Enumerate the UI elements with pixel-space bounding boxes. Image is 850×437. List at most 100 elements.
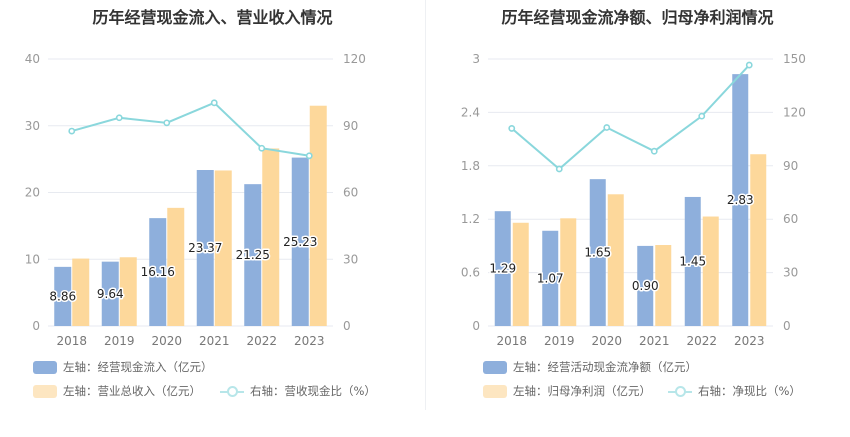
left-axis-tick-label: 1.2 [461,212,480,226]
data-label: 1.07 [537,271,564,285]
legend-label: 右轴：净现比（%） [698,384,801,398]
legend-line-swatch [668,385,692,398]
right-axis-tick-label: 120 [343,52,366,66]
bar-primary [101,261,119,326]
bar-primary [149,218,167,326]
right-axis-tick-label: 90 [783,159,798,173]
data-label: 0.90 [632,279,659,293]
legend-label: 左轴：营业总收入（亿元） [63,384,201,398]
x-axis-tick-label: 2023 [294,334,325,348]
chart-title: 历年经营现金流净额、归母净利润情况 [501,8,774,27]
legend-item-secondary[interactable]: 左轴：归母净利润（亿元） [483,383,651,399]
ratio-point [555,165,563,173]
legend-item-primary[interactable]: 左轴：经营活动现金流净额（亿元） [483,359,697,375]
ratio-point [698,112,706,120]
left-axis-tick-label: 0 [472,319,480,333]
bar-secondary [72,258,90,326]
left-axis-tick-label: 1.8 [461,159,480,173]
ratio-point [305,152,313,160]
bar-primary [732,74,749,326]
right-axis-tick-label: 0 [783,319,791,333]
ratio-point [163,119,171,127]
bar-secondary [262,148,280,326]
data-label: 25.23 [283,235,317,249]
legend-item-primary[interactable]: 左轴：经营现金流入（亿元） [33,359,213,375]
chart-title: 历年经营现金流入、营业收入情况 [92,8,333,27]
bar-primary [684,196,701,326]
left-axis-tick-label: 10 [25,252,40,266]
ratio-line [511,64,750,171]
right-axis-tick-label: 30 [343,252,358,266]
right-axis-tick-label: 150 [783,52,806,66]
bar-secondary [512,222,529,326]
bar-secondary [607,194,624,326]
bar-secondary [655,245,672,326]
x-axis-tick-label: 2022 [246,334,277,348]
x-axis-tick-label: 2018 [56,334,87,348]
data-label: 2.83 [727,193,754,207]
chart-panel-cash-inflow: 历年经营现金流入、营业收入情况 0 10 20 30 40 0 30 60 90 120 2018 2… [25,8,376,399]
left-axis-tick-label: 2.4 [461,105,480,119]
ratio-line [71,101,310,157]
x-axis-tick-label: 2021 [199,334,230,348]
bar-secondary [119,257,137,326]
left-axis-tick-label: 3 [472,52,480,66]
bar-primary [54,266,72,326]
ratio-point [210,99,218,107]
legend-swatch [483,384,507,398]
bar-primary [637,245,654,326]
legend-item-secondary[interactable]: 左轴：营业总收入（亿元） [33,383,201,399]
data-label: 1.29 [489,262,516,276]
legend-swatch [33,360,57,374]
data-label: 16.16 [141,265,175,279]
bar-primary [196,170,214,326]
legend-swatch [33,384,57,398]
x-axis-tick-label: 2022 [686,334,717,348]
ratio-point [115,114,123,122]
left-axis-tick-label: 40 [25,52,40,66]
left-axis-tick-label: 20 [25,186,40,200]
chart-panel-net-cash: 历年经营现金流净额、归母净利润情况 0 0.6 1.2 1.8 2.4 3 0 30 60 90 1… [425,0,850,437]
ratio-point [258,144,266,152]
panel-divider [425,0,426,410]
x-axis-tick-label: 2023 [734,334,765,348]
legend-swatch [483,360,507,374]
data-label: 9.64 [97,287,124,301]
right-axis-tick-label: 120 [783,105,806,119]
legend-label: 左轴：经营现金流入（亿元） [63,360,213,374]
right-axis-tick-label: 30 [783,266,798,280]
data-label: 23.37 [188,241,222,255]
x-axis-tick-label: 2020 [591,334,622,348]
x-axis-tick-label: 2020 [151,334,182,348]
bar-secondary [560,218,577,326]
bar-primary [494,211,511,326]
ratio-point [603,124,611,131]
bar-secondary [702,216,719,326]
x-axis-tick-label: 2021 [639,334,670,348]
ratio-point [508,125,516,132]
right-axis-tick-label: 60 [343,186,358,200]
x-axis-tick-label: 2019 [544,334,575,348]
bar-secondary [214,170,232,326]
bar-primary [244,184,262,326]
ratio-point [68,127,76,135]
legend-line-swatch [220,385,244,398]
legend-label: 右轴：营收现金比（%） [250,384,376,398]
legend-label: 左轴：归母净利润（亿元） [513,384,651,398]
legend-item-ratio[interactable]: 右轴：净现比（%） [668,383,801,399]
data-label: 21.25 [236,248,270,262]
left-axis-tick-label: 0.6 [461,266,480,280]
ratio-point [650,147,658,155]
x-axis-tick-label: 2019 [104,334,135,348]
left-axis-tick-label: 0 [32,319,40,333]
data-label: 1.45 [679,254,706,268]
x-axis-tick-label: 2018 [496,334,527,348]
legend-item-ratio[interactable]: 右轴：营收现金比（%） [220,383,376,399]
right-axis-tick-label: 0 [343,319,351,333]
bar-primary [291,157,309,326]
right-axis-tick-label: 90 [343,119,358,133]
bar-secondary [167,207,185,326]
ratio-point [745,61,753,69]
chart-plot: 0 10 20 30 40 0 30 60 90 120 2018 2019 2020 2021 2022 2… [25,52,366,348]
